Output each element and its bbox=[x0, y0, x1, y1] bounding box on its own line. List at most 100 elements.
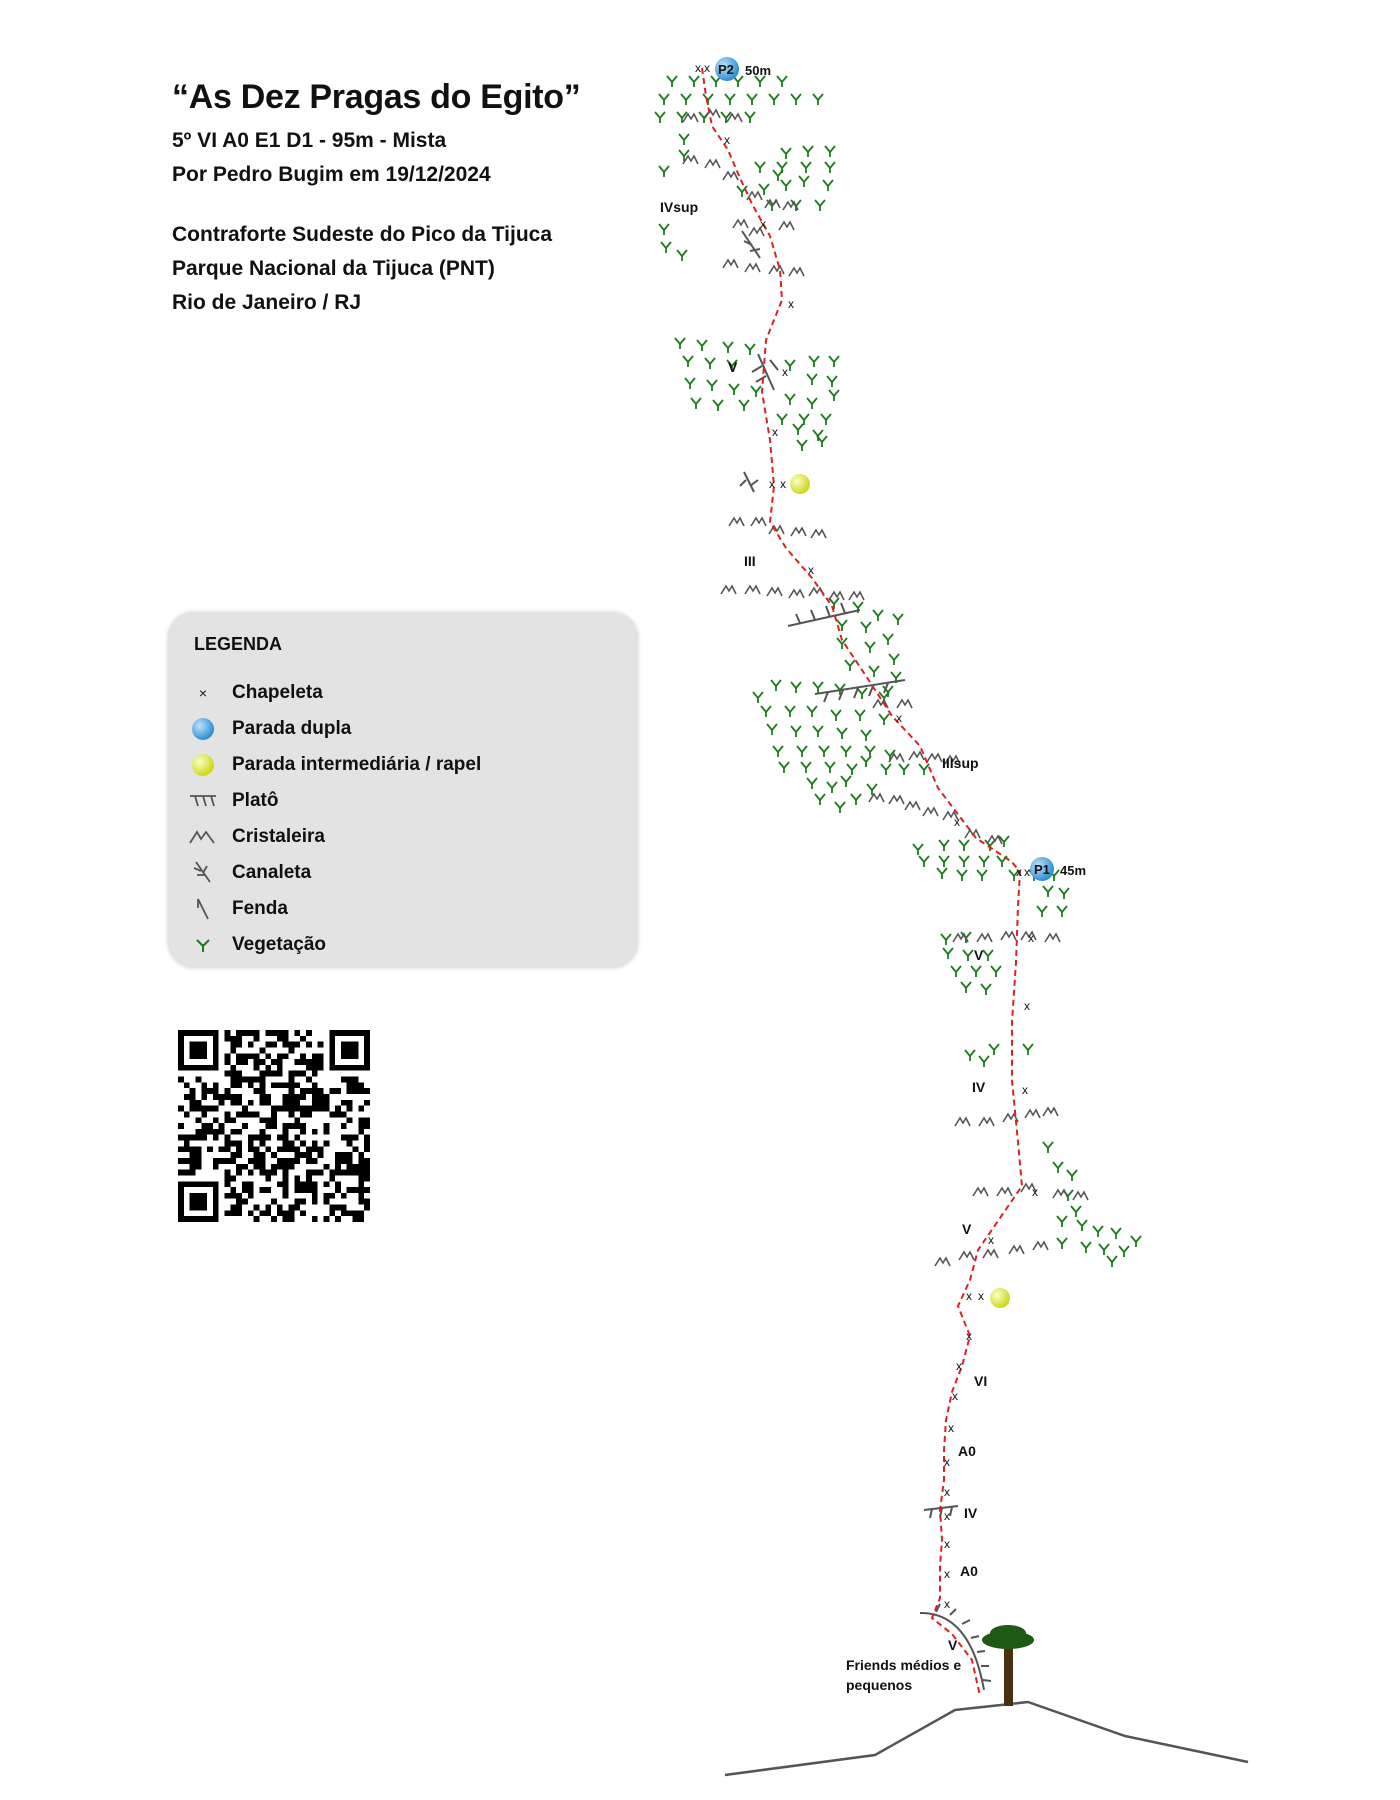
vegetation-icon bbox=[880, 763, 892, 775]
bolt-mark: x bbox=[952, 1389, 958, 1403]
bolt-mark: x bbox=[788, 297, 794, 311]
legend-label: Canaleta bbox=[232, 862, 312, 883]
cristaleira-icon bbox=[934, 1256, 951, 1267]
plato-icon bbox=[188, 786, 218, 816]
vegetation-icon bbox=[798, 413, 810, 425]
vegetation-icon bbox=[758, 183, 770, 195]
vegetation-icon bbox=[806, 397, 818, 409]
cristaleira-icon bbox=[744, 262, 761, 273]
vegetation-icon bbox=[856, 687, 868, 699]
vegetation-icon bbox=[744, 343, 756, 355]
vegetation-icon bbox=[864, 745, 876, 757]
vegetation-icon bbox=[750, 385, 762, 397]
route-grade: 5º VI A0 E1 D1 - 95m - Mista bbox=[172, 129, 447, 152]
vegetation-icon bbox=[818, 745, 830, 757]
bolt-mark: x bbox=[695, 61, 701, 75]
vegetation-icon bbox=[1056, 1215, 1068, 1227]
vegetation-icon bbox=[850, 793, 862, 805]
vegetation-layer bbox=[654, 75, 1142, 1267]
vegetation-icon bbox=[658, 93, 670, 105]
cristaleira-icon bbox=[848, 590, 865, 601]
vegetation-icon bbox=[706, 379, 718, 391]
cristaleira-icon bbox=[768, 524, 785, 535]
legend-label: Cristaleira bbox=[232, 826, 325, 847]
vegetation-icon bbox=[678, 149, 690, 161]
cristaleira-icon bbox=[1008, 1244, 1025, 1255]
grade-label: A0 bbox=[958, 1443, 976, 1459]
vegetation-icon bbox=[978, 855, 990, 867]
vegetation-icon bbox=[998, 835, 1010, 847]
legend-label: Vegetação bbox=[232, 934, 326, 955]
vegetation-icon bbox=[958, 855, 970, 867]
double-station-icon bbox=[1030, 857, 1054, 881]
vegetation-icon bbox=[724, 93, 736, 105]
bolt-mark: x bbox=[944, 1567, 950, 1581]
vegetation-icon bbox=[772, 169, 784, 181]
vegetation-icon bbox=[956, 869, 968, 881]
vegetation-icon bbox=[978, 1055, 990, 1067]
vegetation-icon bbox=[658, 165, 670, 177]
vegetation-icon bbox=[1036, 905, 1048, 917]
vegetation-icon bbox=[866, 783, 878, 795]
cristaleira-icon bbox=[888, 752, 905, 763]
cristaleira-icon bbox=[732, 218, 749, 229]
plato-icon bbox=[787, 602, 861, 627]
vegetation-icon bbox=[784, 705, 796, 717]
vegetation-icon bbox=[1056, 1237, 1068, 1249]
vegetation-icon bbox=[882, 633, 894, 645]
vegetation-icon bbox=[678, 133, 690, 145]
cristaleira-icon bbox=[704, 108, 721, 119]
vegetation-icon bbox=[918, 855, 930, 867]
legend-label: Platô bbox=[232, 790, 279, 811]
vegetation-icon bbox=[784, 393, 796, 405]
gear-note-line-2: pequenos bbox=[846, 1677, 912, 1693]
vegetation-icon bbox=[828, 389, 840, 401]
cristaleira-icon bbox=[778, 220, 795, 231]
vegetation-icon bbox=[1052, 1161, 1064, 1173]
cristaleira-icon bbox=[682, 154, 699, 165]
vegetation-icon bbox=[936, 867, 948, 879]
vegetation-icon bbox=[806, 373, 818, 385]
vegetation-icon bbox=[820, 413, 832, 425]
vegetation-icon bbox=[688, 75, 700, 87]
cristaleira-icon bbox=[766, 586, 783, 597]
grade-label: IV bbox=[964, 1505, 978, 1521]
vegetation-icon bbox=[868, 665, 880, 677]
cristaleira-icon bbox=[722, 258, 739, 269]
vegetation-icon bbox=[938, 839, 950, 851]
cristaleira-icon bbox=[1044, 932, 1061, 943]
grade-label: VI bbox=[974, 1373, 987, 1389]
vegetation-icon bbox=[836, 637, 848, 649]
bolt-mark: x bbox=[966, 1289, 972, 1303]
legend-item-fenda: Fenda bbox=[188, 894, 608, 924]
cristaleira-icon bbox=[1024, 1108, 1041, 1119]
vegetation-icon bbox=[860, 729, 872, 741]
vegetation-icon bbox=[784, 359, 796, 371]
vegetation-icon bbox=[836, 727, 848, 739]
bolt-mark: x bbox=[760, 217, 766, 231]
cristaleira-icon bbox=[728, 516, 745, 527]
cristaleira-icon bbox=[872, 698, 889, 709]
yellow-dot-icon bbox=[188, 750, 218, 780]
vegetation-icon bbox=[984, 839, 996, 851]
plato-features bbox=[787, 602, 959, 1519]
bolt-mark: x bbox=[954, 815, 960, 829]
cristaleira-icon bbox=[922, 806, 939, 817]
cristaleira-icon bbox=[888, 794, 905, 805]
cristaleira-icon bbox=[744, 584, 761, 595]
vegetation-icon bbox=[878, 713, 890, 725]
vegetation-icon bbox=[826, 375, 838, 387]
cristaleira-icon bbox=[954, 1116, 971, 1127]
cristaleira-icon bbox=[982, 1248, 999, 1259]
cristaleira-icon bbox=[896, 698, 913, 709]
qr-code[interactable] bbox=[178, 1030, 370, 1222]
cristaleira-icon bbox=[996, 1186, 1013, 1197]
cristaleira-layer bbox=[682, 108, 1089, 1267]
route-title: “As Dez Pragas do Egito” bbox=[172, 78, 581, 116]
vegetation-icon bbox=[790, 725, 802, 737]
location-line-3: Rio de Janeiro / RJ bbox=[172, 291, 362, 314]
bolt-mark: x bbox=[956, 1359, 962, 1373]
cristaleira-icon bbox=[926, 752, 943, 763]
vegetation-icon bbox=[800, 161, 812, 173]
